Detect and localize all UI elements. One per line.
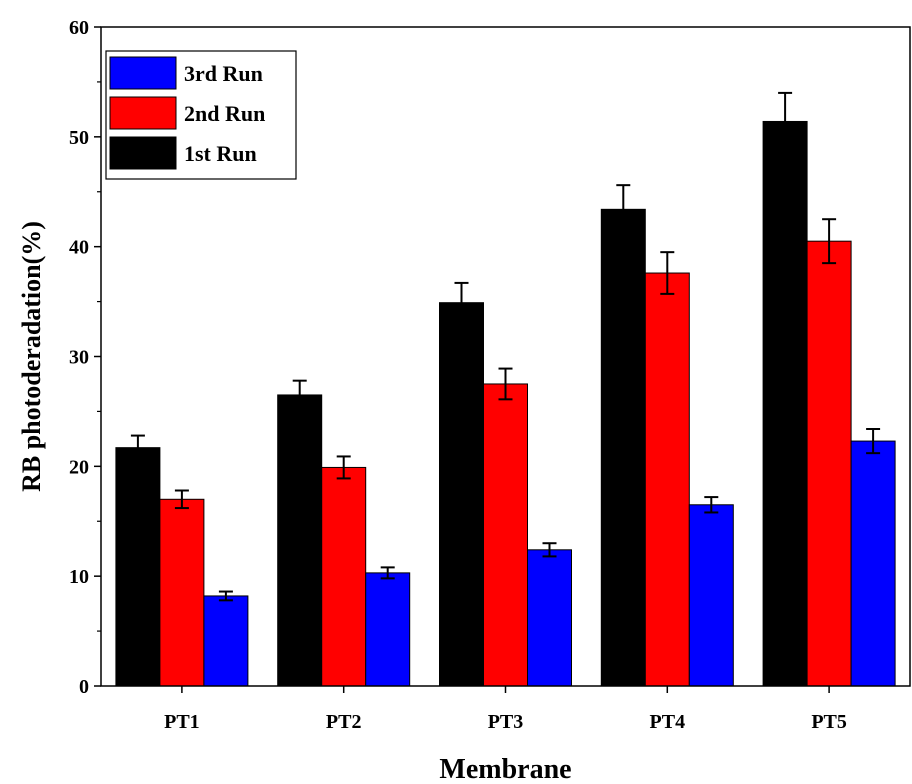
error-bar: [454, 281, 469, 324]
x-axis-title: Membrane: [439, 754, 571, 784]
y-tick-label: 50: [69, 127, 89, 149]
bar-2nd-run-pt3: [483, 383, 528, 687]
bars: [115, 120, 896, 687]
y-tick-label: 40: [69, 237, 89, 259]
error-bar: [380, 566, 395, 580]
x-tick-label: PT3: [488, 711, 524, 733]
x-axis-ticks: PT1 PT2 PT3 PT4 PT5: [164, 686, 847, 733]
y-tick-label: 20: [69, 456, 89, 478]
x-tick-label: PT4: [650, 711, 686, 733]
error-bar: [174, 489, 189, 510]
error-bar: [660, 251, 675, 295]
bar-3rd-run-pt4: [688, 504, 734, 687]
bar-1st-run-pt4: [600, 208, 646, 687]
x-tick-label: PT1: [164, 711, 200, 733]
y-axis-title: RB photoderadation(%): [17, 221, 46, 492]
error-bar: [704, 496, 719, 514]
legend: 3rd Run 2nd Run 1st Run: [105, 50, 297, 180]
bar-2nd-run-pt2: [321, 466, 367, 687]
bar-1st-run-pt1: [115, 447, 161, 687]
legend-label: 3rd Run: [184, 61, 263, 86]
y-tick-label: 10: [69, 566, 89, 588]
legend-swatch: [109, 56, 177, 90]
error-bar: [778, 91, 793, 152]
bar-1st-run-pt3: [439, 302, 484, 687]
y-tick-label: 30: [69, 347, 89, 369]
error-bar: [542, 542, 557, 558]
y-tick-label: 60: [69, 17, 89, 39]
x-tick-label: PT2: [326, 711, 362, 733]
error-bar: [616, 184, 631, 235]
error-bar: [822, 218, 837, 265]
bar-2nd-run-pt5: [806, 240, 852, 687]
error-bar: [336, 455, 351, 480]
legend-swatch: [109, 96, 177, 130]
error-bar: [218, 590, 233, 602]
legend-swatch: [109, 136, 177, 170]
bar-2nd-run-pt4: [644, 272, 690, 687]
bar-3rd-run-pt2: [365, 572, 411, 687]
error-bars: [130, 91, 881, 602]
legend-label: 2nd Run: [184, 101, 265, 126]
legend-label: 1st Run: [184, 141, 257, 166]
error-bar: [130, 434, 145, 461]
bar-1st-run-pt5: [762, 120, 808, 687]
plot-frame: [100, 26, 911, 687]
error-bar: [498, 367, 513, 401]
error-bar: [866, 427, 881, 455]
x-tick-label: PT5: [811, 711, 847, 733]
y-axis-ticks: 0 10 20 30 40 50 60: [69, 17, 101, 698]
bar-3rd-run-pt1: [203, 595, 249, 687]
bar-2nd-run-pt1: [159, 498, 205, 687]
error-bar: [292, 379, 307, 411]
y-tick-label: 0: [79, 676, 89, 698]
bar-3rd-run-pt3: [527, 549, 572, 687]
bar-1st-run-pt2: [277, 394, 323, 687]
bar-3rd-run-pt5: [850, 440, 896, 687]
